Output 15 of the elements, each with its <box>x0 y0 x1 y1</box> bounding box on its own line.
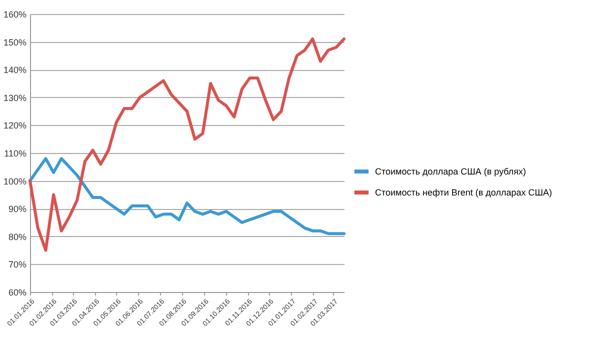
y-tick-label: 130% <box>3 92 26 103</box>
y-tick-label: 150% <box>3 37 26 48</box>
legend-label: Стоимость доллара США (в рублях) <box>375 166 526 176</box>
y-tick-label: 90% <box>8 204 26 214</box>
y-tick-label: 80% <box>8 232 26 242</box>
y-tick-label: 120% <box>3 120 26 131</box>
legend-label: Стоимость нефти Brent (в долларах США) <box>375 188 552 198</box>
y-tick-label: 140% <box>3 65 26 76</box>
y-tick-label: 110% <box>4 148 26 158</box>
line-series <box>28 38 346 252</box>
line-series <box>28 157 346 236</box>
y-tick-label: 70% <box>8 260 26 270</box>
y-tick-label: 60% <box>8 288 26 298</box>
y-tick-label: 100% <box>3 176 26 186</box>
y-tick-label: 160% <box>3 10 26 20</box>
